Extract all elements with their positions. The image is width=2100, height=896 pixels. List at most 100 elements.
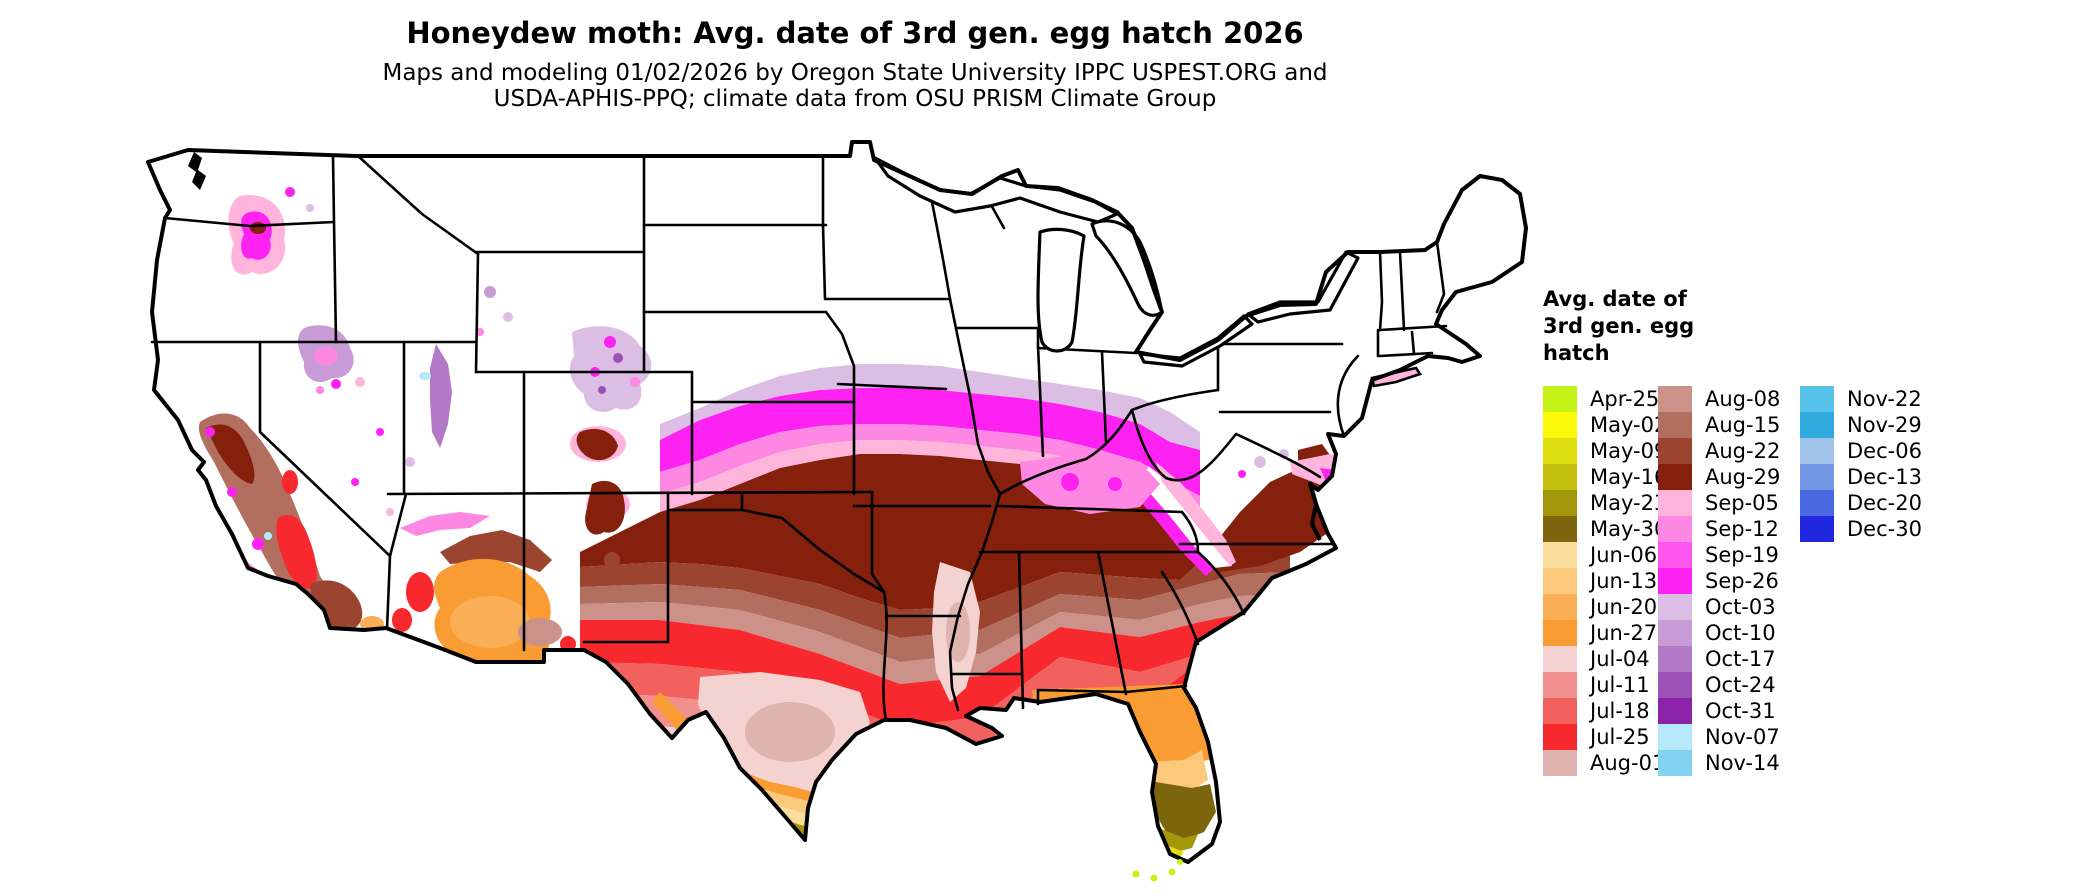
legend-swatch [1658, 594, 1692, 620]
legend-swatch [1800, 464, 1834, 490]
legend-swatch [1800, 438, 1834, 464]
legend-swatch [1658, 386, 1692, 412]
region-neor-dot1 [331, 379, 341, 389]
border-mississippi-river [948, 297, 1002, 712]
legend-swatch [1658, 438, 1692, 464]
region-naz-pink [400, 512, 490, 536]
band-jul18 [580, 644, 1290, 757]
region-ca-darkcore [206, 424, 255, 484]
legend-entry: May-16 [1543, 464, 1667, 490]
florida-keys [1132, 859, 1183, 882]
region-ca-cyan1 [264, 532, 272, 540]
region-colorado-purple2 [598, 386, 606, 394]
legend-label: Oct-31 [1705, 699, 1776, 723]
legend-label: Aug-29 [1705, 465, 1781, 489]
subtitle-line-1: Maps and modeling 01/02/2026 by Oregon S… [382, 60, 1328, 86]
border-red-river [740, 508, 886, 594]
legend-entry: Oct-17 [1658, 646, 1780, 672]
border-il-in [954, 326, 1045, 458]
map-legend: Avg. date of 3rd gen. egg hatch Apr-25 Ma… [1543, 286, 2083, 776]
legend-label: May-23 [1590, 491, 1668, 515]
border-vt-nh [1398, 250, 1406, 332]
region-wasatch [430, 344, 452, 448]
legend-entry: Dec-06 [1800, 438, 1922, 464]
region-waz-red2 [392, 608, 412, 632]
border-ok-ar [870, 490, 886, 594]
band-sep26 [660, 388, 1200, 496]
legend-entry: May-09 [1543, 438, 1667, 464]
border-ohio-river [998, 388, 1220, 496]
border-mn-wi [930, 200, 952, 301]
legend-label: Apr-25 [1590, 387, 1660, 411]
border-potomac [1234, 432, 1322, 479]
legend-column-3: Nov-22 Nov-29 Dec-06 Dec-13 Dec-20 Dec-30 [1800, 386, 1922, 542]
border-wy-west [474, 252, 480, 374]
legend-swatch [1658, 750, 1692, 776]
legend-swatch [1800, 412, 1834, 438]
region-central-valley-red [276, 514, 317, 589]
legend-swatch [1543, 386, 1577, 412]
legend-swatch [1543, 438, 1577, 464]
region-florida-olive [1154, 826, 1198, 852]
legend-label: Nov-29 [1847, 413, 1922, 437]
legend-label: Aug-01 [1590, 751, 1666, 775]
legend-label: Dec-13 [1847, 465, 1922, 489]
legend-entry: Aug-01 [1543, 750, 1667, 776]
lake-michigan [1036, 227, 1086, 353]
legend-entry: Dec-20 [1800, 490, 1922, 516]
legend-title: Avg. date of 3rd gen. egg hatch [1543, 287, 1695, 365]
border-tx-west [582, 508, 670, 644]
us-map-svg [146, 140, 1528, 882]
legend-swatch [1543, 672, 1577, 698]
region-florida-darkolive [1144, 780, 1216, 840]
legend-label: Nov-22 [1847, 387, 1922, 411]
puget-sound [188, 152, 206, 190]
legend-label: Jun-20 [1590, 595, 1658, 619]
legend-swatch [1658, 672, 1692, 698]
legend-entry: Aug-08 [1658, 386, 1780, 412]
region-virginia-brown [1200, 468, 1336, 572]
legend-label: Oct-24 [1705, 673, 1776, 697]
border-tn-nc [1180, 510, 1200, 554]
legend-swatch [1658, 490, 1692, 516]
legend-entry: Dec-13 [1800, 464, 1922, 490]
legend-label: Jul-25 [1590, 725, 1650, 749]
legend-swatch [1658, 464, 1692, 490]
legend-label: Aug-22 [1705, 439, 1781, 463]
legend-entry: Sep-05 [1658, 490, 1780, 516]
legend-swatch [1543, 646, 1577, 672]
legend-swatch [1543, 516, 1577, 542]
region-florida-orange [1032, 684, 1204, 768]
region-ca-fringe3 [252, 538, 264, 550]
border-ca-nv [258, 340, 408, 631]
legend-swatch [1658, 698, 1692, 724]
legend-entry: Jun-13 [1543, 568, 1667, 594]
keys-dot3 [1168, 868, 1176, 876]
legend-swatch [1543, 542, 1577, 568]
legend-entry: Jul-04 [1543, 646, 1667, 672]
region-ca-fringe2 [227, 487, 237, 497]
legend-label: Nov-07 [1705, 725, 1780, 749]
border-ma-ct-south [1378, 351, 1434, 358]
legend-column-1: Apr-25 May-02 May-09 May-16 May-23 May-30 Jun-… [1543, 386, 1667, 776]
page-subtitle: Maps and modeling 01/02/2026 by Oregon S… [0, 60, 1710, 112]
region-colorado-purple1 [613, 353, 623, 363]
region-nv-dot5 [386, 508, 394, 516]
region-sco-brown [576, 428, 618, 461]
legend-swatch [1658, 516, 1692, 542]
legend-entry: Jul-18 [1543, 698, 1667, 724]
border-id-west [331, 154, 338, 344]
legend-swatch [1658, 646, 1692, 672]
border-wa-or [163, 216, 336, 228]
region-ca-cyan2 [195, 481, 201, 487]
legend-label: Dec-06 [1847, 439, 1922, 463]
chesapeake-bay [1308, 481, 1322, 541]
region-colorado-lavender [569, 326, 652, 413]
band-sep12 [660, 424, 1200, 512]
legend-entry: Sep-12 [1658, 516, 1780, 542]
legend-label: Oct-10 [1705, 621, 1776, 645]
border-nc-sc [1196, 550, 1246, 616]
band-oct03 [660, 364, 1200, 450]
legend-swatch [1658, 724, 1692, 750]
legend-columns: Apr-25 May-02 May-09 May-16 May-23 May-30 Jun-… [1543, 386, 2083, 786]
